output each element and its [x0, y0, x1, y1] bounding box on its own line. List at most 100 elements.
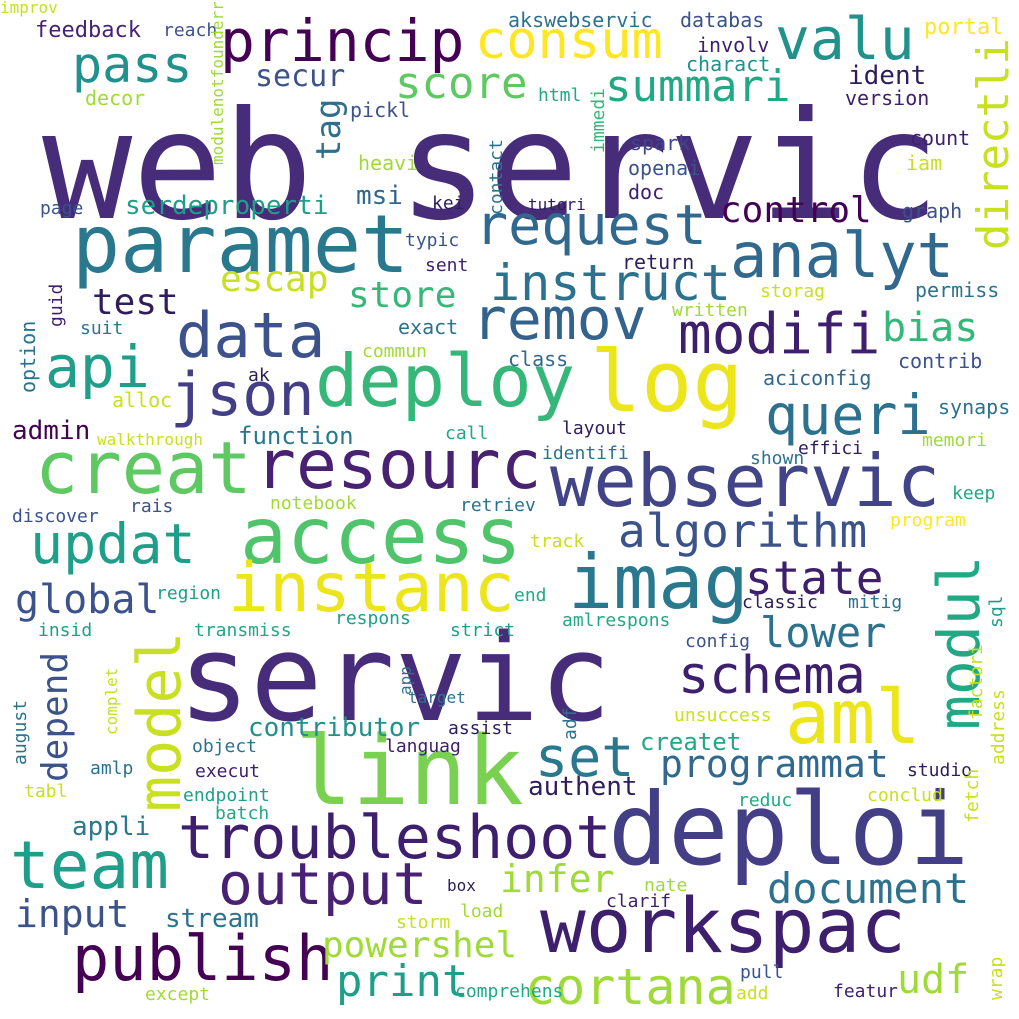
cloud-word: admin	[12, 416, 91, 446]
cloud-word: layout	[562, 418, 628, 439]
cloud-word: portal	[924, 15, 1004, 40]
cloud-word: shown	[750, 448, 805, 469]
cloud-word: storm	[396, 912, 451, 933]
cloud-word: contact	[486, 139, 507, 215]
cloud-word: print	[336, 956, 469, 1007]
cloud-word: web	[42, 80, 313, 254]
cloud-word: function	[238, 422, 354, 450]
cloud-word: escap	[220, 259, 329, 300]
cloud-word: serdeproperti	[125, 191, 329, 221]
cloud-word: guid	[46, 283, 67, 327]
cloud-word: servic	[398, 80, 940, 254]
cloud-word: class	[508, 347, 569, 371]
cloud-word: summari	[605, 61, 791, 112]
cloud-word: remov	[472, 285, 647, 353]
cloud-word: link	[295, 717, 524, 827]
cloud-word: end	[514, 585, 547, 606]
cloud-word: webservic	[550, 439, 941, 523]
cloud-word: endpoint	[183, 785, 270, 806]
cloud-word: paramet	[72, 198, 410, 291]
cloud-word: tag	[309, 98, 349, 160]
cloud-word: graph	[902, 199, 963, 223]
cloud-word: reach	[163, 20, 218, 41]
cloud-word: msi	[356, 181, 403, 211]
cloud-word: input	[15, 892, 130, 936]
cloud-word: object	[192, 736, 258, 757]
cloud-word: batch	[215, 803, 270, 824]
cloud-word: appli	[72, 812, 151, 842]
cloud-word: api	[45, 333, 150, 401]
cloud-word: depend	[35, 651, 76, 782]
cloud-word: workspac	[540, 881, 907, 970]
cloud-word: charact	[686, 52, 771, 76]
cloud-word: identifi	[542, 443, 629, 464]
cloud-word: except	[145, 984, 211, 1005]
cloud-word: page	[40, 198, 84, 219]
cloud-word: pull	[740, 962, 784, 983]
cloud-word: adf	[560, 707, 581, 740]
cloud-word: sql	[986, 595, 1007, 628]
cloud-word: app	[396, 666, 415, 695]
cloud-word: consum	[475, 11, 663, 71]
cloud-word: instanc	[228, 549, 515, 628]
cloud-word: analyt	[730, 219, 954, 292]
cloud-word: log	[590, 333, 744, 432]
cloud-word: keep	[952, 483, 996, 504]
cloud-word: pickl	[350, 98, 411, 122]
cloud-word: openai	[628, 156, 701, 180]
cloud-word: cortana	[525, 958, 736, 1016]
cloud-word: retriev	[460, 495, 536, 516]
cloud-word: program	[890, 510, 966, 531]
cloud-word: score	[395, 58, 528, 109]
cloud-word: nate	[644, 875, 688, 896]
cloud-word: count	[910, 126, 971, 150]
cloud-word: permiss	[915, 278, 1000, 302]
cloud-word: walkthrough	[97, 430, 203, 449]
cloud-word: request	[475, 193, 707, 257]
cloud-word: udf	[897, 957, 970, 1003]
cloud-word: conclud	[867, 785, 943, 806]
cloud-word: classic	[742, 592, 818, 613]
cloud-word: studio	[907, 760, 973, 781]
cloud-word: updat	[30, 512, 196, 576]
cloud-word: pass	[72, 36, 193, 94]
cloud-word: test	[92, 282, 179, 323]
cloud-word: instruct	[490, 254, 731, 312]
cloud-word: global	[15, 577, 160, 623]
cloud-word: commun	[362, 341, 428, 362]
cloud-word: storag	[760, 281, 826, 302]
cloud-word: reduc	[738, 790, 793, 811]
cloud-word: featur	[833, 981, 899, 1002]
cloud-word: creat	[35, 426, 252, 510]
cloud-word: return	[622, 250, 695, 274]
cloud-word: notebook	[270, 493, 357, 514]
cloud-word: databas	[680, 8, 765, 32]
cloud-word: load	[460, 901, 504, 922]
cloud-word: secur	[255, 59, 346, 94]
cloud-word: improv	[0, 0, 58, 17]
cloud-word: region	[156, 583, 222, 604]
cloud-word: version	[845, 86, 930, 110]
cloud-word: strict	[450, 620, 516, 641]
cloud-word: complet	[102, 667, 121, 735]
cloud-word: tutori	[528, 195, 586, 214]
cloud-word: state	[745, 551, 884, 605]
cloud-word: deploi	[608, 771, 970, 888]
cloud-word: mitig	[848, 592, 903, 613]
cloud-word: kei	[432, 193, 465, 214]
cloud-word: box	[447, 876, 476, 895]
cloud-word: control	[720, 190, 872, 231]
cloud-word: bias	[882, 305, 979, 351]
cloud-word: contributor	[248, 713, 421, 743]
cloud-word: modulenotfounderror	[208, 0, 227, 165]
cloud-word: valu	[775, 5, 915, 73]
cloud-word: synaps	[938, 395, 1011, 419]
cloud-word: document	[767, 864, 970, 913]
cloud-word: memori	[922, 430, 988, 451]
cloud-word: set	[535, 725, 635, 789]
cloud-word: stream	[165, 904, 259, 934]
cloud-word: modifi	[678, 302, 881, 367]
cloud-word: spark	[630, 131, 691, 155]
cloud-word: store	[348, 275, 457, 316]
